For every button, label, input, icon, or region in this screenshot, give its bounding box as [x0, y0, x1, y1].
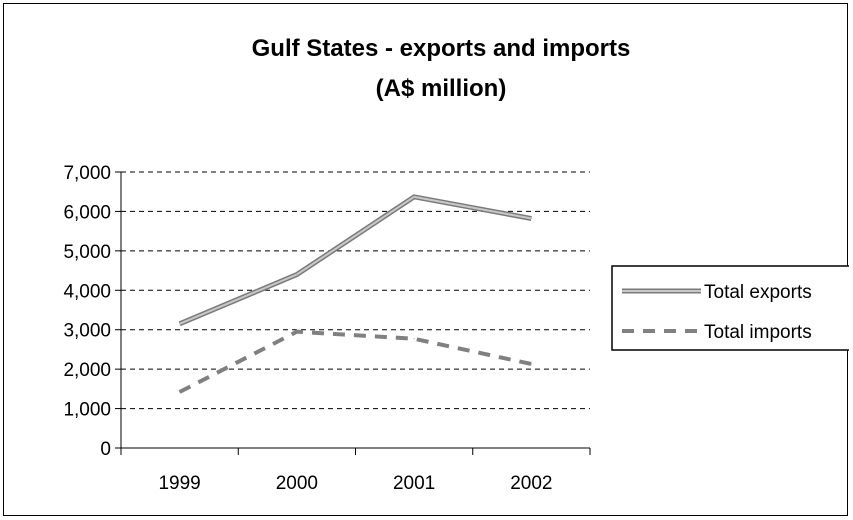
- data-point-total-exports: [530, 218, 532, 220]
- y-tick-label: 7,000: [63, 163, 111, 184]
- line-chart: Gulf States - exports and imports (A$ mi…: [63, 35, 849, 494]
- axes: [115, 171, 591, 455]
- legend-label-total-exports: Total exports: [704, 282, 812, 303]
- x-axis-ticks: 1999 2000 2001 2002: [158, 473, 552, 494]
- y-tick-label: 5,000: [63, 242, 111, 263]
- gridlines: [121, 171, 590, 410]
- x-tick-label: 2001: [393, 473, 435, 494]
- series-lines: [178, 194, 532, 394]
- legend-box: [611, 265, 849, 351]
- x-tick-label: 2002: [510, 473, 552, 494]
- y-tick-label: 4,000: [63, 281, 111, 302]
- x-tick-label: 1999: [158, 473, 200, 494]
- y-tick-label: 2,000: [63, 360, 111, 381]
- data-point-total-imports: [530, 363, 532, 365]
- chart-title: Gulf States - exports and imports: [252, 35, 631, 62]
- data-point-total-imports: [179, 391, 181, 393]
- x-tick-label: 2000: [276, 473, 318, 494]
- data-point-total-exports: [296, 274, 298, 276]
- series-line-total-exports: [179, 195, 532, 325]
- y-tick-label: 1,000: [63, 400, 111, 421]
- series-line-total-imports: [178, 329, 532, 394]
- data-point-total-imports: [413, 338, 415, 340]
- series-line-outline-total-exports: [178, 194, 532, 327]
- y-tick-label: 6,000: [63, 202, 111, 223]
- y-tick-label: 3,000: [63, 321, 111, 342]
- legend: Total exports Total imports: [611, 265, 849, 351]
- legend-label-total-imports: Total imports: [704, 322, 812, 343]
- data-point-total-exports: [413, 196, 415, 198]
- chart-frame: Gulf States - exports and imports (A$ mi…: [3, 3, 849, 516]
- y-tick-label: 0: [100, 439, 111, 460]
- data-point-total-exports: [179, 323, 181, 325]
- y-axis-ticks: 0 1,000 2,000 3,000 4,000 5,000 6,000 7,000: [63, 163, 111, 460]
- data-point-total-imports: [296, 331, 298, 333]
- chart-subtitle: (A$ million): [376, 75, 507, 102]
